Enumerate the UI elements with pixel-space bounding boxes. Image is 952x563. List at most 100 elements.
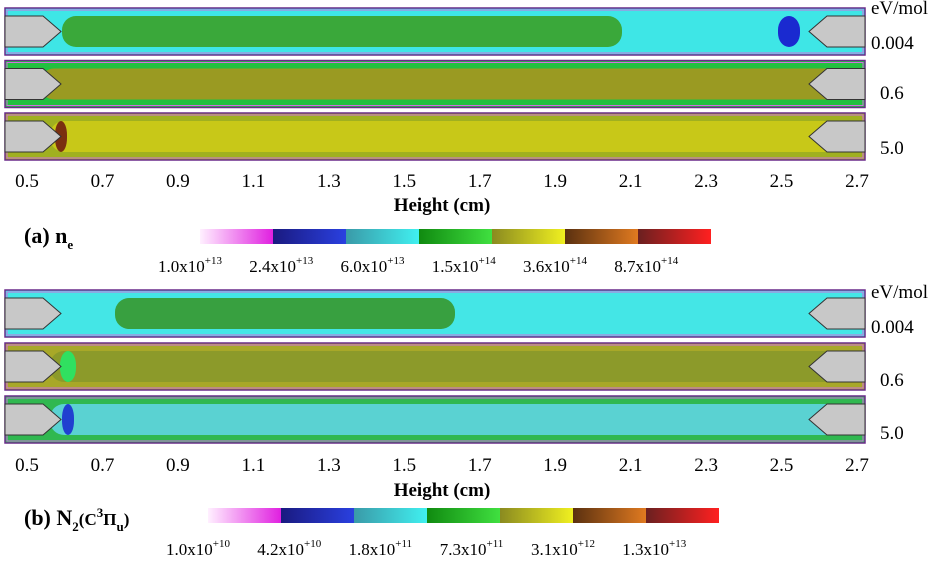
- colorbar-exp: +13: [387, 255, 405, 267]
- colorbar-exp: +13: [205, 255, 223, 267]
- x-tick-label: 0.7: [91, 455, 115, 476]
- colorbar-segment: [346, 229, 419, 244]
- colorbar-base: 4.2x10: [257, 540, 304, 559]
- contour-region: [62, 404, 74, 435]
- x-tick-label: 2.7: [845, 171, 869, 192]
- electrode: [4, 297, 62, 330]
- electrode: [808, 403, 866, 436]
- label-part: (b) N: [24, 505, 72, 530]
- colorbar-label: 8.7x10+14: [614, 255, 678, 276]
- electrode: [4, 15, 62, 48]
- x-tick-label: 0.5: [15, 455, 39, 476]
- x-tick-label: 0.9: [166, 171, 190, 192]
- label-part: (C: [79, 510, 97, 529]
- label-part: e: [67, 237, 73, 252]
- x-tick-label: 2.1: [619, 455, 643, 476]
- axis-label: Height (cm): [394, 195, 491, 216]
- colorbar-label: 6.0x10+13: [341, 255, 405, 276]
- colorbar-segment: [281, 508, 354, 523]
- x-tick-label: 2.3: [694, 455, 718, 476]
- colorbar-label: 1.5x10+14: [432, 255, 496, 276]
- contour-region: [40, 68, 840, 100]
- colorbar-label: 1.0x10+13: [158, 255, 222, 276]
- colorbar-label: 1.3x10+13: [622, 538, 686, 559]
- colorbar-segment: [565, 229, 638, 244]
- colorbar-base: 2.4x10: [249, 257, 296, 276]
- row-label: 0.6: [880, 370, 904, 391]
- colorbar-segment: [419, 229, 492, 244]
- label-part: u: [116, 519, 123, 534]
- colorbar-base: 1.5x10: [432, 257, 479, 276]
- colorbar-label: 2.4x10+13: [249, 255, 313, 276]
- panel-label: (a) ne​: [24, 223, 73, 252]
- x-tick-label: 1.3: [317, 171, 341, 192]
- contour-region: [60, 351, 76, 382]
- colorbar-segment: [573, 508, 646, 523]
- x-tick-label: 1.7: [468, 455, 492, 476]
- label-part: Π: [103, 510, 116, 529]
- colorbar-segment: [354, 508, 427, 523]
- x-tick-label: 1.3: [317, 455, 341, 476]
- colorbar-segment: [208, 508, 281, 523]
- contour-region: [115, 298, 455, 329]
- colorbar-exp: +13: [296, 255, 314, 267]
- colorbar-segment: [500, 508, 573, 523]
- x-tick-label: 2.7: [845, 455, 869, 476]
- x-tick-label: 1.1: [241, 455, 265, 476]
- row-label: 0.6: [880, 83, 904, 104]
- x-tick-label: 0.7: [91, 171, 115, 192]
- contour-region: [50, 351, 840, 382]
- row-label: 5.0: [880, 423, 904, 444]
- colorbar-exp: +14: [479, 255, 497, 267]
- x-tick-label: 2.3: [694, 171, 718, 192]
- colorbar-exp: +11: [487, 538, 504, 550]
- colorbar-exp: +13: [669, 538, 687, 550]
- label-part: (a) n: [24, 223, 67, 248]
- label-part: 3: [97, 505, 104, 520]
- contour-region: [50, 404, 840, 435]
- electrode: [808, 68, 866, 100]
- colorbar-exp: +14: [661, 255, 679, 267]
- colorbar-base: 3.6x10: [523, 257, 570, 276]
- colorbar-exp: +14: [570, 255, 588, 267]
- x-tick-label: 0.5: [15, 171, 39, 192]
- colorbar-base: 1.0x10: [166, 540, 213, 559]
- label-part: 2: [72, 519, 79, 534]
- colorbar-exp: +10: [304, 538, 322, 550]
- panel: eV/mol 0.004 0.6 5.0 0.5 0.7 0.9 1.1 1.3 1.5 1.7 1.…: [4, 0, 928, 276]
- x-tick-label: 1.5: [392, 171, 416, 192]
- colorbar-exp: +11: [395, 538, 412, 550]
- colorbar-segment: [427, 508, 500, 523]
- x-tick-label: 2.1: [619, 171, 643, 192]
- colorbar-base: 1.0x10: [158, 257, 205, 276]
- colorbar-base: 7.3x10: [440, 540, 487, 559]
- electrode: [808, 120, 866, 153]
- row-label: 0.004: [871, 33, 914, 54]
- x-tick-label: 2.5: [770, 171, 794, 192]
- x-tick-label: 0.9: [166, 455, 190, 476]
- colorbar-label: 4.2x10+10: [257, 538, 321, 559]
- x-tick-label: 1.9: [543, 455, 567, 476]
- x-tick-label: 1.7: [468, 171, 492, 192]
- x-tick-label: 2.5: [770, 455, 794, 476]
- colorbar-segment: [492, 229, 565, 244]
- electrode: [4, 68, 62, 100]
- electrode: [808, 297, 866, 330]
- x-tick-label: 1.9: [543, 171, 567, 192]
- colorbar-label: 3.1x10+12: [531, 538, 595, 559]
- colorbar-label: 7.3x10+11: [440, 538, 504, 559]
- colorbar-segment: [273, 229, 346, 244]
- label-part: ): [124, 510, 130, 529]
- unit-label: eV/mol: [871, 282, 928, 303]
- colorbar-base: 3.1x10: [531, 540, 578, 559]
- contour-region: [62, 16, 622, 47]
- panel: eV/mol 0.004 0.6 5.0 0.5 0.7 0.9 1.1 1.3 1.5 1.7 1.…: [4, 282, 928, 559]
- contour-region: [778, 16, 800, 47]
- electrode: [808, 15, 866, 48]
- colorbar-segment: [638, 229, 711, 244]
- colorbar-exp: +10: [213, 538, 231, 550]
- electrode: [4, 120, 62, 153]
- colorbar-base: 1.3x10: [622, 540, 669, 559]
- unit-label: eV/mol: [871, 0, 928, 19]
